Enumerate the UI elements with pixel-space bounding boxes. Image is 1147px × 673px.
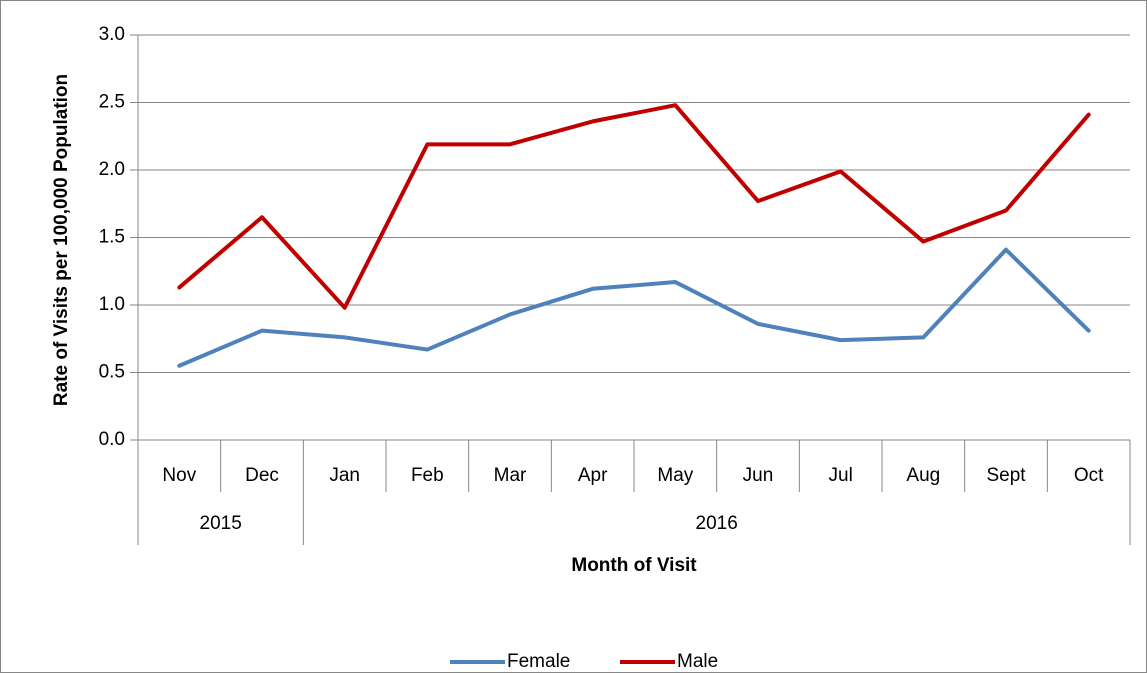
y-tick-label: 0.5 (99, 362, 125, 383)
year-label: 2015 (200, 513, 242, 534)
x-tick-label: Feb (411, 465, 444, 486)
y-tick-label: 1.5 (99, 227, 125, 248)
y-axis-title: Rate of Visits per 100,000 Population (51, 74, 72, 406)
x-tick-label: Jan (329, 465, 360, 486)
x-tick-label: Apr (578, 465, 608, 486)
x-tick-label: May (657, 465, 693, 486)
y-tick-label: 0.0 (99, 429, 125, 450)
series-line (177, 247, 1091, 368)
legend-label: Male (677, 651, 718, 672)
x-tick-label: Jun (743, 465, 774, 486)
x-tick-label: Dec (245, 465, 279, 486)
x-axis-title: Month of Visit (571, 555, 697, 576)
x-tick-label: Oct (1074, 465, 1104, 486)
legend-label: Female (507, 651, 570, 672)
x-tick-label: Mar (494, 465, 527, 486)
y-tick-label: 3.0 (99, 24, 125, 45)
x-tick-label: Sept (986, 465, 1026, 486)
y-tick-label: 2.5 (99, 92, 125, 113)
y-tick-label: 1.0 (99, 294, 125, 315)
year-label: 2016 (696, 513, 738, 534)
x-tick-label: Nov (162, 465, 196, 486)
series-line (177, 103, 1091, 310)
x-tick-label: Jul (829, 465, 853, 486)
x-tick-label: Aug (906, 465, 940, 486)
y-tick-label: 2.0 (99, 159, 125, 180)
